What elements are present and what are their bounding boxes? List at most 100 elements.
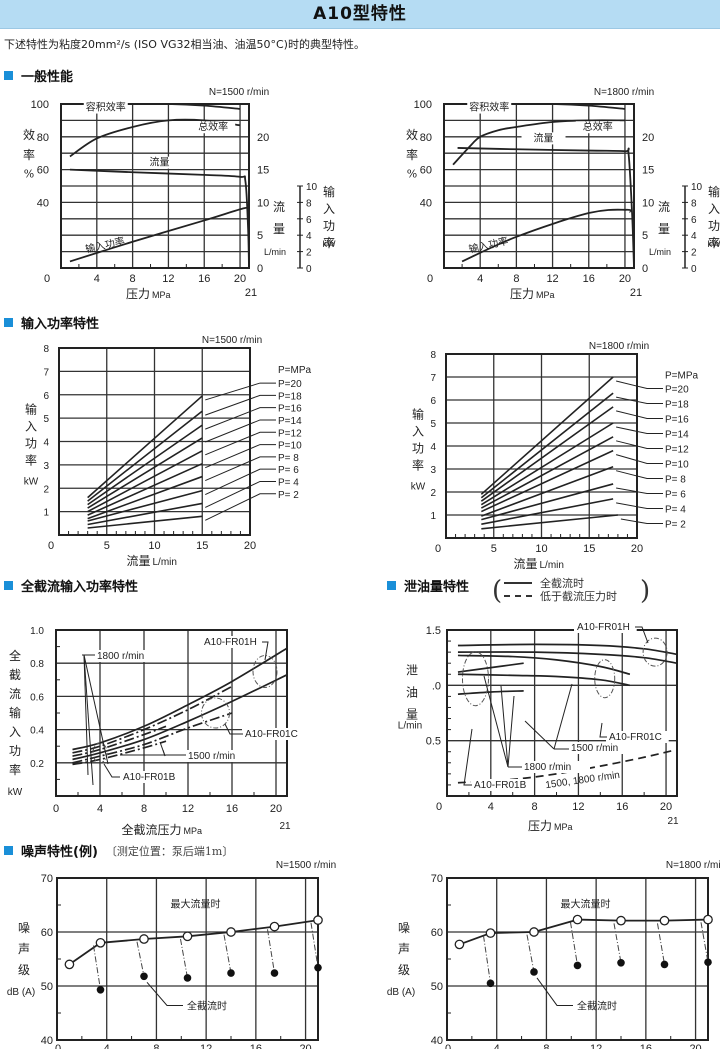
x-tick-label: 0 xyxy=(427,273,433,285)
annotation-label: 1800 r/min xyxy=(97,651,144,662)
x-tick-label: 20 xyxy=(660,801,672,813)
plot-frame xyxy=(58,347,251,536)
section-input-power: 输入功率特性 xyxy=(4,313,99,332)
legend-solid: 全截流时 xyxy=(504,576,617,590)
axis-label: 输 xyxy=(323,184,335,199)
series-line xyxy=(72,685,233,754)
series-label: 全截流时 xyxy=(577,999,617,1012)
full-cutoff-point xyxy=(617,958,625,967)
axis-label: 量 xyxy=(658,222,670,236)
y-tick-label: 60 xyxy=(41,927,53,939)
series-line xyxy=(480,436,614,509)
section-general: 一般性能 xyxy=(4,66,73,85)
series-label: 容积效率 xyxy=(86,101,126,114)
y-tick-label: .0 xyxy=(432,680,441,692)
y-right-tick: 10 xyxy=(642,197,654,209)
axis-label: L/min xyxy=(649,247,671,257)
x-tick-label: 4 xyxy=(94,273,100,285)
series-line xyxy=(481,465,614,517)
axis-label: 噪 xyxy=(398,921,410,935)
label-leader xyxy=(146,981,183,1006)
axis-label: L/min xyxy=(153,557,177,568)
section-bullet-icon xyxy=(4,581,13,590)
legend-label: P=14 xyxy=(278,416,302,427)
fr01c-marker xyxy=(594,659,616,699)
legend-leader xyxy=(205,394,276,416)
series-line xyxy=(87,489,203,522)
full-cutoff-point xyxy=(530,968,538,976)
series-line xyxy=(457,690,524,696)
y-tick-label: 60 xyxy=(431,927,443,939)
y-tick-label: 50 xyxy=(41,981,53,993)
y-right-tick: 15 xyxy=(642,165,654,177)
axis-label: kW xyxy=(8,787,23,798)
x-tick-label: 20 xyxy=(234,273,246,285)
x-tick-label: 16 xyxy=(583,273,595,285)
max-flow-point xyxy=(226,927,236,937)
x-tick-label: 12 xyxy=(572,801,584,813)
annotation-label: 1500 r/min xyxy=(188,751,235,762)
axis-label: 量 xyxy=(406,707,418,721)
y-right-tick: 15 xyxy=(257,165,269,177)
series-eff xyxy=(69,118,241,158)
full-cutoff-point xyxy=(573,961,582,970)
axis-label: 入 xyxy=(25,419,37,433)
legend-leader xyxy=(616,487,663,494)
y-tick-label: 3 xyxy=(430,465,436,476)
series-power xyxy=(461,208,632,263)
series-line xyxy=(87,395,203,499)
full-cutoff-point xyxy=(270,969,279,977)
fr01h-marker xyxy=(252,655,278,688)
y-tick-label: 8 xyxy=(43,344,49,355)
axis-label: 压力 xyxy=(528,819,552,833)
axis-label: 流 xyxy=(658,200,670,214)
max-flow-point xyxy=(529,927,539,937)
y-tick-label: 8 xyxy=(430,350,436,361)
section-full-cutoff: 全截流输入功率特性 xyxy=(4,576,138,595)
x-tick-label: 21 xyxy=(667,816,679,827)
drop-line xyxy=(93,945,101,990)
speed-annotation: N=1800 r/min xyxy=(589,341,649,352)
chart-input-power-1500: 1 2 3 4 5 6 7 8 0 5 10 15 20 输入功率 kW 流量 L/min N=1500 r/mi… xyxy=(24,335,312,568)
legend-leader xyxy=(615,454,663,464)
axis-label: % xyxy=(24,168,34,181)
series-label: 最大流量时 xyxy=(171,898,221,911)
x-tick-label: 12 xyxy=(162,273,174,285)
x-tick-label: 20 xyxy=(299,1043,311,1049)
section-title: 噪声特性(例) xyxy=(21,845,98,860)
x-tick-label: 0 xyxy=(55,1043,61,1049)
power-tick: 4 xyxy=(306,231,312,242)
axis-label: MPa xyxy=(554,822,573,832)
series-line xyxy=(87,450,203,513)
x-tick-label: 21 xyxy=(630,287,642,299)
legend-label: P= 6 xyxy=(278,465,299,476)
full-cutoff-point xyxy=(227,969,235,977)
x-tick-label: 20 xyxy=(270,803,282,815)
y-tick-label: 2 xyxy=(430,488,436,499)
max-flow-point xyxy=(454,939,465,950)
legend-title: P=MPa xyxy=(665,371,699,382)
series-line xyxy=(480,422,614,506)
x-tick-label: 8 xyxy=(153,1043,159,1049)
x-tick-label: 5 xyxy=(104,540,110,552)
full-cutoff-point xyxy=(314,963,322,972)
series-label: 全截流时 xyxy=(187,999,227,1012)
legend-leader xyxy=(205,419,276,443)
y-tick-label: 4 xyxy=(430,442,436,453)
annotation-label: A10-FR01H xyxy=(204,637,257,648)
series-line xyxy=(481,498,614,525)
axis-label: L/min xyxy=(264,247,286,257)
section-note: 〔测定位置：泵后端1m〕 xyxy=(105,844,234,858)
axis-label: 入 xyxy=(9,725,21,739)
legend-label: 全截流时 xyxy=(540,576,584,590)
x-tick-label: 4 xyxy=(104,1043,110,1049)
drop-line xyxy=(613,923,622,963)
axis-label: MPa xyxy=(152,290,171,300)
annotation-label: A10-FR01C xyxy=(609,732,662,743)
power-tick: 4 xyxy=(691,231,697,242)
drop-line xyxy=(483,935,491,984)
legend-label: 低于截流压力时 xyxy=(540,589,617,603)
x-tick-label: 20 xyxy=(689,1043,701,1049)
drop-line xyxy=(570,922,578,966)
series-line xyxy=(480,406,614,502)
